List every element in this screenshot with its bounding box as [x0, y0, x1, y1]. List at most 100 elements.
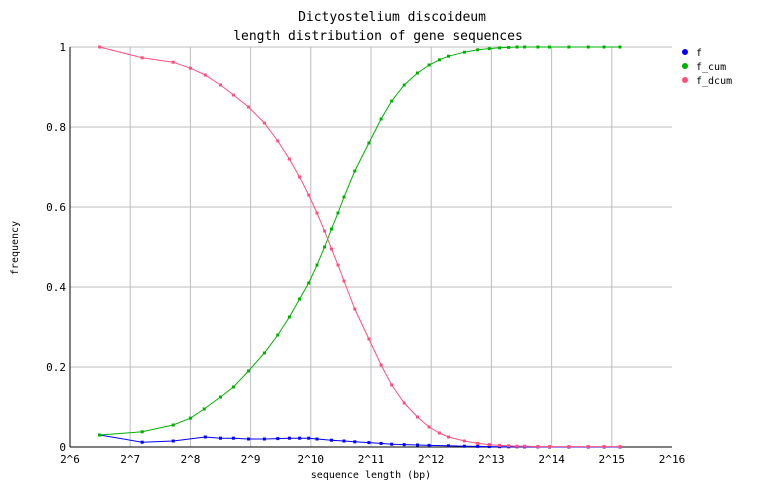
legend: f f_cum f_dcum: [682, 48, 732, 87]
data-point: [231, 385, 235, 389]
data-point: [287, 436, 291, 440]
data-point: [487, 47, 491, 51]
data-point: [330, 227, 333, 231]
data-point: [188, 66, 192, 70]
x-tick-label: 2^15: [599, 453, 626, 466]
data-point: [390, 99, 394, 103]
data-point: [171, 423, 175, 427]
data-point: [247, 369, 250, 373]
data-point: [262, 351, 266, 355]
data-point: [379, 363, 383, 367]
data-point: [379, 117, 383, 121]
grid: [70, 46, 672, 447]
data-point: [342, 195, 346, 199]
data-point: [536, 445, 540, 449]
legend-item-f-cum: f_cum: [682, 62, 726, 73]
series-line: [99, 46, 620, 448]
data-point: [219, 83, 222, 87]
y-axis-label: frequency: [10, 221, 21, 275]
data-point: [298, 175, 302, 179]
legend-marker: [682, 63, 688, 69]
data-point: [219, 395, 222, 399]
data-point: [602, 445, 606, 449]
x-tick-label: 2^6: [60, 453, 80, 466]
data-point: [188, 416, 192, 420]
data-point: [402, 401, 406, 405]
data-point: [476, 444, 480, 448]
title-line-2: length distribution of gene sequences: [233, 29, 523, 44]
data-point: [262, 437, 266, 441]
data-point: [315, 437, 319, 441]
data-point: [140, 430, 144, 434]
data-point: [276, 139, 280, 143]
legend-marker: [682, 77, 688, 83]
data-point: [171, 60, 175, 64]
data-point: [437, 58, 441, 62]
data-point: [307, 193, 311, 197]
data-point: [353, 440, 357, 444]
series-line: [99, 434, 620, 448]
y-tick-label: 0.2: [46, 361, 66, 374]
x-tick-label: 2^12: [418, 453, 445, 466]
y-tick-label: 0.6: [46, 201, 66, 214]
data-point: [586, 45, 590, 49]
x-tick-label: 2^11: [358, 453, 385, 466]
x-tick-label: 2^13: [478, 453, 505, 466]
data-point: [298, 436, 302, 440]
tick-labels: 2^6 2^7 2^8 2^9 2^10 2^11 2^12 2^13 2^14 2^15 2^16…: [46, 41, 685, 466]
data-point: [262, 121, 266, 125]
data-point: [487, 445, 491, 449]
data-point: [416, 443, 419, 447]
data-point: [323, 229, 327, 233]
data-point: [315, 211, 319, 215]
data-point: [323, 245, 327, 249]
data-point: [498, 443, 502, 447]
data-point: [276, 437, 280, 441]
data-point: [307, 281, 311, 285]
data-point: [618, 45, 622, 49]
data-point: [402, 83, 406, 87]
data-point: [515, 444, 519, 448]
title-line-1: Dictyostelium discoideum: [298, 10, 486, 25]
data-point: [476, 48, 480, 52]
data-point: [203, 73, 207, 77]
data-point: [330, 247, 333, 251]
data-point: [427, 425, 431, 429]
x-tick-label: 2^14: [538, 453, 565, 466]
data-point: [247, 105, 250, 109]
y-tick-label: 0.4: [46, 281, 66, 294]
data-point: [140, 56, 144, 60]
x-tick-label: 2^8: [180, 453, 200, 466]
data-point: [353, 169, 357, 173]
series-f-cum: [98, 45, 622, 437]
y-tick-label: 1: [59, 41, 66, 54]
data-point: [567, 45, 571, 49]
data-point: [202, 407, 206, 411]
data-point: [342, 439, 346, 443]
data-point: [447, 435, 450, 439]
data-point: [171, 439, 175, 443]
data-point: [402, 443, 406, 447]
data-point: [536, 45, 540, 49]
data-point: [586, 445, 590, 449]
data-point: [487, 443, 491, 447]
data-point: [298, 297, 302, 301]
x-axis-label: sequence length (bp): [311, 470, 431, 481]
data-point: [231, 436, 235, 440]
data-point: [462, 439, 466, 443]
data-point: [447, 444, 450, 448]
data-point: [416, 71, 419, 75]
x-tick-label: 2^7: [120, 453, 140, 466]
legend-item-f-dcum: f_dcum: [682, 76, 732, 87]
data-point: [353, 307, 357, 311]
data-point: [390, 442, 394, 446]
data-point: [219, 436, 222, 440]
data-point: [416, 415, 419, 419]
data-point: [523, 444, 527, 448]
data-point: [367, 441, 371, 445]
data-point: [476, 441, 480, 445]
data-point: [379, 441, 383, 445]
data-point: [515, 45, 519, 49]
data-point: [367, 141, 371, 145]
